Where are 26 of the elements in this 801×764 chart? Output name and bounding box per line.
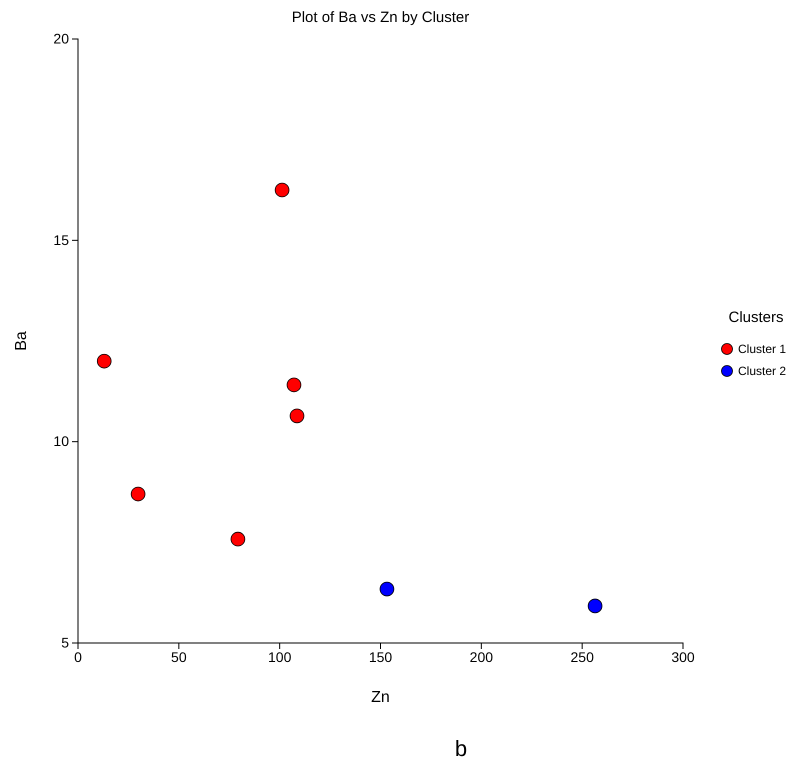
point <box>380 582 394 596</box>
y-tick-label: 10 <box>53 433 70 450</box>
y-tick-label: 5 <box>61 634 70 650</box>
legend-label: Cluster 1 <box>738 342 786 356</box>
legend-title: Clusters <box>728 309 784 326</box>
x-tick-label: 150 <box>368 648 392 665</box>
text: b <box>454 736 468 761</box>
x-tick-label: 200 <box>470 648 494 665</box>
legend-label: Cluster 2 <box>738 364 786 378</box>
point <box>588 598 602 614</box>
x-axis-title: Zn <box>371 689 390 706</box>
point <box>274 182 290 198</box>
y-tick-label: 15 <box>53 232 70 248</box>
point <box>290 408 304 424</box>
chart-title: Plot of Ba vs Zn by Cluster <box>292 9 470 26</box>
x-tick-label: 300 <box>671 648 695 665</box>
y-axis-title: Ba <box>13 331 30 351</box>
x-tick-label: 100 <box>268 648 292 665</box>
x-tick-label: 250 <box>570 648 594 665</box>
point <box>230 532 246 546</box>
point <box>286 378 302 392</box>
x-tick-label: 50 <box>171 648 187 665</box>
x-tick-label: 0 <box>74 648 82 665</box>
point <box>130 486 146 502</box>
point <box>96 354 112 368</box>
y-tick-label: 20 <box>53 30 70 46</box>
